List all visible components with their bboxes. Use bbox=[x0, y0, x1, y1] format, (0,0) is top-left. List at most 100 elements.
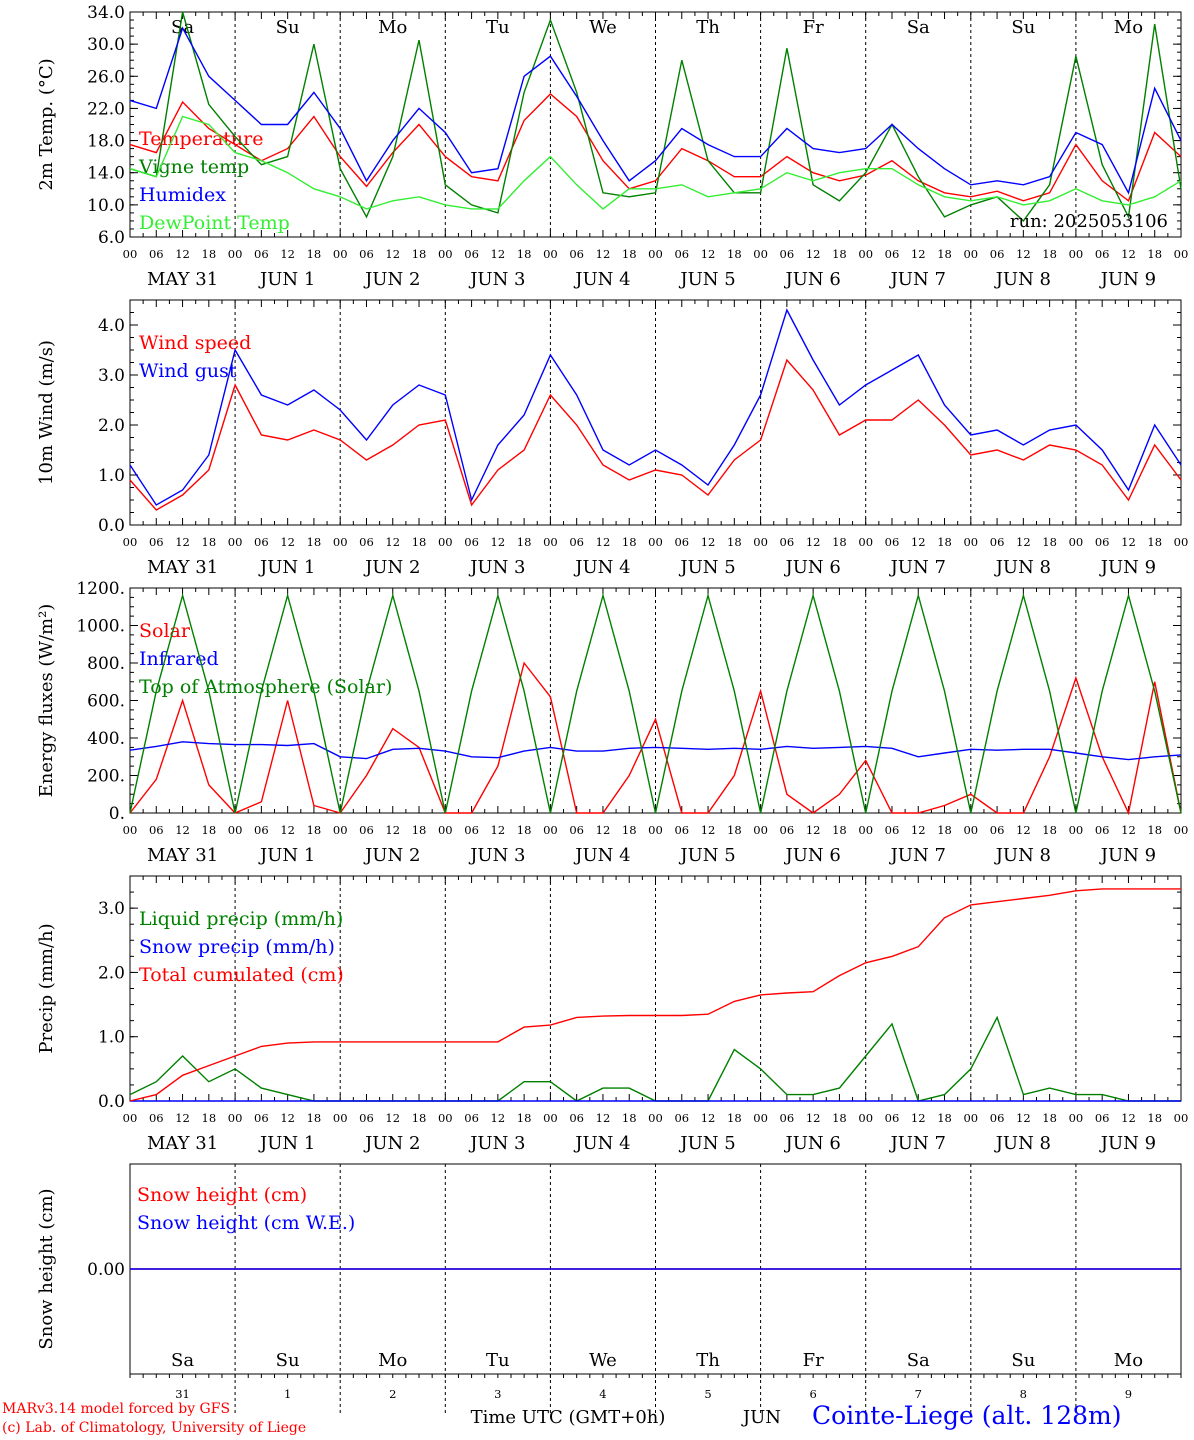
date-label: JUN 5 bbox=[678, 845, 735, 866]
y-tick-label: 26.0 bbox=[87, 67, 125, 87]
date-label: JUN 1 bbox=[258, 557, 315, 578]
hour-label: 12 bbox=[806, 1111, 821, 1125]
hour-label: 06 bbox=[780, 823, 795, 837]
hour-label: 18 bbox=[1147, 247, 1162, 261]
hour-label: 00 bbox=[543, 823, 558, 837]
date-label: JUN 1 bbox=[258, 1133, 315, 1154]
series-line bbox=[129, 115, 1182, 210]
hour-label: 18 bbox=[1147, 823, 1162, 837]
hour-label: 00 bbox=[1069, 823, 1084, 837]
hour-label: 00 bbox=[543, 1111, 558, 1125]
hour-label: 18 bbox=[202, 823, 217, 837]
date-label: JUN 7 bbox=[889, 1133, 946, 1154]
hour-label: 00 bbox=[543, 247, 558, 261]
hour-label: 12 bbox=[911, 247, 926, 261]
day-of-week-label: Sa bbox=[171, 1350, 194, 1371]
hour-label: 18 bbox=[1042, 823, 1057, 837]
hour-label: 06 bbox=[569, 535, 584, 549]
day-of-week-label: Mo bbox=[1114, 1350, 1143, 1371]
y-tick-label: 800. bbox=[87, 654, 125, 674]
hour-label: 06 bbox=[885, 823, 900, 837]
hour-label: 12 bbox=[806, 247, 821, 261]
date-label: JUN 8 bbox=[994, 1133, 1051, 1154]
hour-label: 18 bbox=[727, 1111, 742, 1125]
date-label: JUN 7 bbox=[889, 269, 946, 290]
hour-label: 06 bbox=[254, 1111, 269, 1125]
hour-label: 00 bbox=[438, 823, 453, 837]
date-label: JUN 2 bbox=[363, 1133, 420, 1154]
date-label: JUN 2 bbox=[363, 269, 420, 290]
day-of-week-label: Fr bbox=[803, 1350, 824, 1371]
date-label: JUN 2 bbox=[363, 557, 420, 578]
hour-label: 00 bbox=[1174, 1111, 1189, 1125]
hour-label: 12 bbox=[1016, 823, 1031, 837]
hour-label: 06 bbox=[149, 247, 164, 261]
hour-label: 00 bbox=[123, 535, 138, 549]
hour-label: 06 bbox=[1095, 1111, 1110, 1125]
date-label: JUN 6 bbox=[783, 557, 840, 578]
date-label: MAY 31 bbox=[147, 269, 218, 290]
date-label: JUN 4 bbox=[573, 845, 630, 866]
hour-label: 06 bbox=[464, 535, 479, 549]
hour-label: 06 bbox=[149, 1111, 164, 1125]
day-of-week-label: Sa bbox=[907, 17, 930, 38]
hour-label: 00 bbox=[648, 1111, 663, 1125]
legend-entry: DewPoint Temp bbox=[139, 212, 290, 234]
hour-label: 12 bbox=[1121, 535, 1136, 549]
hour-label: 00 bbox=[228, 247, 243, 261]
hour-label: 00 bbox=[858, 823, 873, 837]
hour-label: 00 bbox=[1069, 1111, 1084, 1125]
hour-label: 00 bbox=[333, 247, 348, 261]
day-of-week-label: We bbox=[589, 1350, 617, 1371]
hour-label: 12 bbox=[175, 1111, 190, 1125]
y-tick-label: 6.0 bbox=[98, 228, 125, 248]
hour-label: 18 bbox=[517, 247, 532, 261]
hour-label: 06 bbox=[674, 247, 689, 261]
legend-entry: Total cumulated (cm) bbox=[139, 964, 344, 986]
date-label: MAY 31 bbox=[147, 845, 218, 866]
hour-label: 12 bbox=[385, 1111, 400, 1125]
hour-label: 18 bbox=[1147, 535, 1162, 549]
hour-label: 18 bbox=[1042, 1111, 1057, 1125]
day-of-week-label: Su bbox=[1011, 17, 1035, 38]
date-label: JUN 1 bbox=[258, 269, 315, 290]
y-tick-label: 0.0 bbox=[98, 516, 125, 536]
hour-label: 18 bbox=[832, 247, 847, 261]
day-of-week-label: Tu bbox=[486, 1350, 510, 1371]
hour-label: 00 bbox=[543, 535, 558, 549]
hour-label: 12 bbox=[701, 535, 716, 549]
day-of-week-label: Sa bbox=[907, 1350, 930, 1371]
y-tick-label: 400. bbox=[87, 729, 125, 749]
bottom-axis-title: Time UTC (GMT+0h) bbox=[471, 1407, 666, 1428]
hour-label: 12 bbox=[280, 535, 295, 549]
hour-label: 12 bbox=[491, 823, 506, 837]
hour-label: 00 bbox=[228, 535, 243, 549]
hour-label: 12 bbox=[175, 535, 190, 549]
day-of-week-label: Th bbox=[696, 17, 720, 38]
hour-label: 18 bbox=[307, 535, 322, 549]
y-axis-label: Snow height (cm) bbox=[36, 1188, 57, 1349]
hour-label: 00 bbox=[123, 1111, 138, 1125]
bottom-day-number: 2 bbox=[389, 1387, 396, 1401]
y-tick-label: 1.0 bbox=[98, 1028, 125, 1048]
hour-label: 18 bbox=[937, 247, 952, 261]
date-label: JUN 1 bbox=[258, 845, 315, 866]
y-tick-label: 30.0 bbox=[87, 35, 125, 55]
legend-entry: Snow height (cm W.E.) bbox=[137, 1212, 355, 1234]
series-line bbox=[129, 308, 1182, 506]
hour-label: 18 bbox=[1042, 247, 1057, 261]
day-of-week-label: Mo bbox=[378, 1350, 407, 1371]
y-axis-label: 10m Wind (m/s) bbox=[36, 340, 57, 485]
hour-label: 06 bbox=[1095, 535, 1110, 549]
hour-label: 00 bbox=[438, 247, 453, 261]
legend-entry: Solar bbox=[139, 620, 191, 642]
hour-label: 12 bbox=[911, 535, 926, 549]
day-of-week-label: Mo bbox=[378, 17, 407, 38]
hour-label: 12 bbox=[175, 823, 190, 837]
hour-label: 06 bbox=[990, 535, 1005, 549]
hour-label: 06 bbox=[569, 1111, 584, 1125]
hour-label: 18 bbox=[622, 247, 637, 261]
hour-label: 00 bbox=[753, 535, 768, 549]
hour-label: 00 bbox=[438, 1111, 453, 1125]
hour-label: 12 bbox=[280, 823, 295, 837]
